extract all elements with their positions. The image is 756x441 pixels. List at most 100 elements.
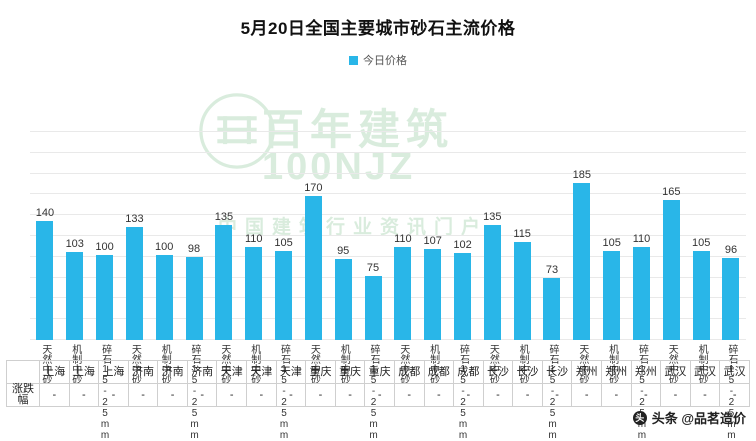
- table-city-cell: 重庆: [364, 360, 395, 384]
- table-city-cell: 上海: [39, 360, 70, 384]
- gridline: [30, 255, 746, 257]
- bar[interactable]: [155, 255, 173, 340]
- gridline: [30, 131, 746, 132]
- table-city-cell: 上海: [68, 360, 100, 384]
- gridline: [30, 172, 746, 174]
- bar-slot: 185 天然中砂: [567, 72, 597, 384]
- bar-value-label: 103: [65, 238, 84, 251]
- bar[interactable]: [632, 246, 650, 340]
- table-change-cell: -: [334, 383, 366, 407]
- bar[interactable]: [722, 258, 740, 340]
- table-city-cell: 济南: [157, 360, 188, 384]
- table-city-cell: 武汉: [719, 360, 750, 384]
- bar[interactable]: [513, 242, 531, 340]
- table-city-cell: 武汉: [689, 360, 721, 384]
- table-city-cell: 济南: [186, 360, 218, 384]
- bar-slot: 133 天然中砂: [119, 72, 149, 384]
- table-row: 上海 上海 上海 济南 济南 济南 天津 天津 天津 重庆 重庆 重庆 成都 成都 成都 长沙 长沙 长沙 郑州 郑州…: [6, 360, 750, 384]
- gridline: [30, 339, 746, 340]
- table-change-cell: -: [98, 383, 129, 407]
- bar-series: 140 天然中砂 103 机制中砂 100 碎石15-25mm 133 天然中砂 100 机制中砂…: [30, 72, 746, 441]
- bar-value-label: 98: [187, 242, 201, 255]
- bar-slot: 100 碎石15-25mm: [90, 72, 120, 441]
- table-city-cell: 郑州: [600, 360, 632, 384]
- bar-value-label: 100: [155, 241, 174, 253]
- bar-value-label: 165: [662, 185, 681, 198]
- bar-slot: 110 碎石15-25mm: [627, 72, 657, 441]
- bar-value-label: 107: [423, 235, 442, 248]
- bar[interactable]: [662, 199, 680, 340]
- table-city-cell: 重庆: [334, 360, 366, 384]
- bar[interactable]: [454, 253, 471, 340]
- bar[interactable]: [543, 277, 561, 340]
- bar[interactable]: [275, 250, 293, 340]
- bar-value-label: 135: [214, 211, 234, 224]
- bar-value-label: 105: [274, 236, 293, 249]
- table-city-cell: 郑州: [630, 360, 662, 384]
- table-city-cell: 济南: [127, 360, 159, 384]
- bar-value-label: 105: [602, 236, 621, 249]
- table-change-cell: -: [127, 383, 159, 407]
- bar[interactable]: [304, 195, 322, 340]
- table-change-cell: -: [512, 383, 543, 407]
- table-city-cell: 天津: [216, 360, 248, 384]
- gridline: [30, 214, 746, 216]
- table-city-cell: 成都: [453, 360, 484, 384]
- bar[interactable]: [364, 276, 382, 340]
- bar-value-label: 100: [95, 241, 114, 253]
- bar-value-label: 102: [453, 239, 472, 252]
- table-city-cell: 长沙: [541, 360, 573, 384]
- bar-slot: 170 天然中砂: [298, 72, 328, 384]
- bar[interactable]: [66, 252, 84, 340]
- bar[interactable]: [36, 221, 54, 340]
- bar-slot: 75 碎石15-25mm: [358, 72, 388, 441]
- bar[interactable]: [215, 225, 233, 340]
- table-change-cell: -: [393, 383, 425, 407]
- bar-slot: 100 机制中砂: [149, 72, 179, 385]
- gridlines: [30, 72, 746, 340]
- bar-slot: 110 天然中砂: [388, 72, 418, 384]
- gridline: [30, 318, 746, 320]
- table-change-cell: -: [660, 383, 691, 407]
- bar[interactable]: [96, 255, 114, 340]
- chart-title: 5月20日全国主要城市砂石主流价格: [240, 19, 516, 38]
- bar-value-label: 185: [572, 168, 591, 181]
- table-city-cell: 长沙: [482, 360, 514, 384]
- table-city-cell: 成都: [393, 360, 425, 384]
- bar[interactable]: [483, 225, 501, 340]
- table-change-cell: -: [571, 383, 602, 407]
- table-city-cell: 上海: [98, 360, 129, 384]
- table-change-cell: -: [482, 383, 514, 407]
- table-change-cell: -: [246, 383, 277, 407]
- bar-slot: 105 机制中砂: [686, 72, 716, 384]
- bar[interactable]: [424, 249, 442, 340]
- table-change-cell: -: [68, 383, 100, 407]
- brand-label: 头条 @品茗造价: [651, 411, 746, 426]
- bar-value-label: 95: [337, 245, 350, 258]
- bar[interactable]: [692, 250, 710, 340]
- table-change-cell: -: [600, 383, 632, 407]
- bar-value-label: 140: [35, 207, 55, 219]
- table-change-cell: -: [39, 383, 70, 407]
- bar[interactable]: [603, 250, 621, 340]
- bar-value-label: 105: [691, 236, 711, 249]
- bar-slot: 110 机制中砂: [239, 72, 269, 384]
- bar[interactable]: [334, 259, 352, 340]
- legend-label: 今日价格: [363, 55, 407, 67]
- table-change-cell: -: [186, 383, 218, 407]
- bar[interactable]: [185, 256, 203, 340]
- bar[interactable]: [394, 246, 412, 340]
- table-city-cell: 重庆: [305, 360, 336, 384]
- bar[interactable]: [245, 246, 263, 340]
- table-change-cell: -: [275, 383, 307, 407]
- bar[interactable]: [573, 182, 591, 340]
- bar-slot: 98 碎石15-25mm: [179, 72, 209, 441]
- bar-value-label: 133: [125, 212, 144, 225]
- table-change-cell: -: [453, 383, 484, 407]
- bar[interactable]: [125, 226, 143, 340]
- bar-slot: 140 天然中砂: [30, 72, 60, 385]
- gridline: [30, 235, 746, 236]
- table-body: 上海 上海 上海 济南 济南 济南 天津 天津 天津 重庆 重庆 重庆 成都 成都 成都 长沙 长沙 长沙 郑州 郑州…: [6, 360, 750, 407]
- bar-slot: 135 天然中砂: [209, 72, 239, 384]
- table-change-cell: -: [423, 383, 455, 407]
